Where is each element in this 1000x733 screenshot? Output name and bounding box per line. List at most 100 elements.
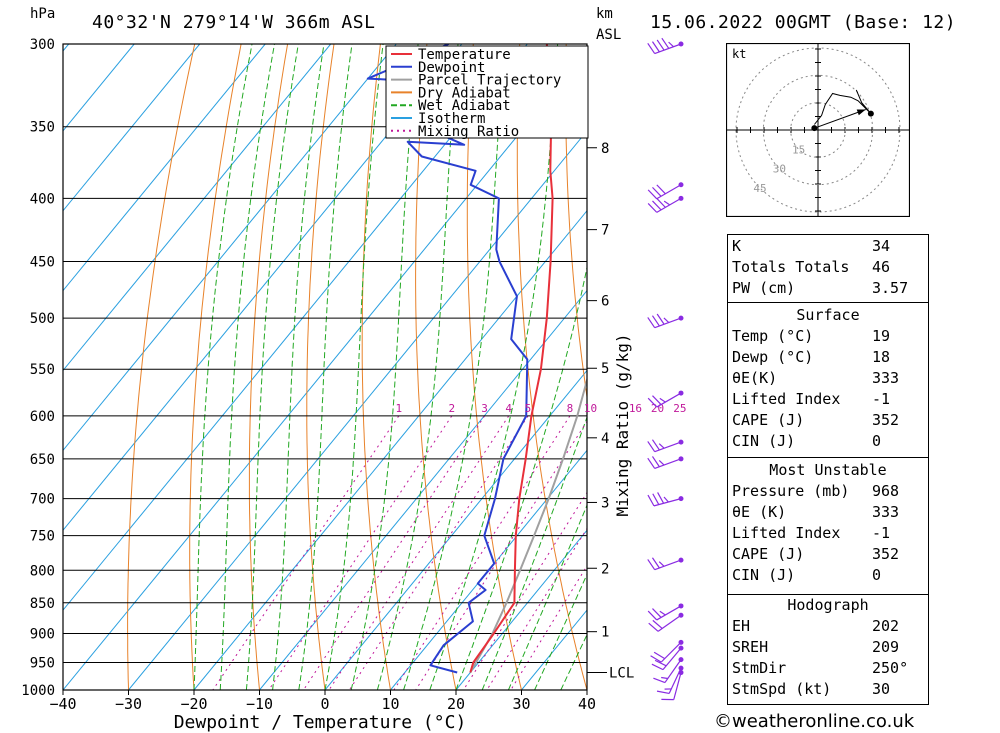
isotherm-line [63, 44, 135, 132]
pressure-tick-label: 850 [30, 596, 55, 612]
wind-barb-feather [656, 313, 665, 325]
height-tick-label: 4 [601, 431, 609, 447]
wind-barb-feather [658, 459, 665, 466]
tt-label: Totals Totals [732, 258, 850, 276]
pressure-tick-label: 400 [30, 191, 55, 207]
hodograph-unit: kt [732, 47, 746, 61]
wind-barb-feather [661, 676, 668, 680]
lcl-label: LCL [609, 666, 634, 682]
wind-barb-feather [657, 492, 665, 504]
copyright-link[interactable]: ©weatheronline.co.uk [714, 711, 915, 732]
mixing-ratio-label: 5 [525, 402, 532, 415]
datetime-title: 15.06.2022 00GMT (Base: 12) [650, 12, 957, 33]
wind-barb-feather [653, 677, 666, 684]
isotherm-line [455, 529, 587, 690]
wind-barb [648, 612, 684, 632]
isotherm-line [63, 44, 201, 212]
surface-cape-label: CAPE (J) [732, 411, 805, 429]
mu-pressure-label: Pressure (mb) [732, 482, 850, 500]
location-title: 40°32'N 279°14'W 366m ASL [92, 12, 376, 33]
height-tick-label: 7 [601, 223, 609, 239]
x-tick-label: 20 [447, 695, 465, 713]
wind-barb [647, 390, 684, 408]
hodograph-point [867, 110, 874, 117]
wind-barb-staff [656, 184, 682, 200]
hodograph-trace [814, 89, 872, 125]
x-tick-label: 40 [578, 695, 596, 713]
wind-barb-feather [647, 203, 658, 213]
x-tick-label: −10 [246, 695, 273, 713]
surface-cape-value: 352 [872, 411, 900, 429]
wind-barb [647, 37, 684, 55]
mu-cin-label: CIN (J) [732, 566, 796, 584]
wind-barb-feather [659, 397, 666, 403]
pw-value: 3.57 [872, 279, 909, 297]
isotherm-line [259, 289, 587, 690]
wind-barb-feather [663, 200, 671, 206]
mixing-ratio-label: 2 [448, 402, 455, 415]
mixing-ratio-line [348, 415, 529, 690]
height-tick-label: 5 [601, 361, 609, 377]
stmspd-label: StmSpd (kt) [732, 680, 832, 698]
pressure-tick-label: 750 [30, 529, 55, 545]
wind-barb-feather [651, 456, 660, 468]
mixing-ratio-line [510, 564, 587, 690]
wind-barb-feather [647, 494, 655, 507]
surface-li-label: Lifted Index [732, 390, 841, 408]
mixing-ratio-axis-title: Mixing Ratio (g/kg) [613, 333, 632, 516]
legend-label: Wet Adiabat [418, 98, 511, 114]
wind-barb-staff [654, 458, 682, 470]
wind-barb [647, 492, 684, 507]
wind-barb [647, 182, 684, 200]
wind-barb-staff [654, 441, 682, 453]
wind-barb-feather [656, 198, 666, 208]
wind-barb-staff [673, 672, 682, 700]
isotherm-line [63, 44, 528, 611]
wind-barb-feather [659, 610, 666, 616]
wind-barb-feather [658, 443, 665, 449]
wet-adiabat-line [272, 44, 325, 690]
wet-adiabat-line [219, 44, 275, 690]
pressure-tick-label: 700 [30, 492, 55, 508]
mixing-ratio-line [303, 415, 486, 690]
mixing-ratio-label: 1 [395, 402, 402, 415]
wind-barb-staff [654, 559, 682, 571]
surface-dewp-value: 18 [872, 348, 891, 366]
wind-barb-feather [656, 39, 665, 51]
mixing-ratio-label: 25 [673, 402, 686, 415]
tt-value: 46 [872, 258, 891, 276]
mixing-ratio-label: 16 [629, 402, 642, 415]
pw-label: PW (cm) [732, 279, 796, 297]
pressure-tick-label: 950 [30, 655, 55, 671]
surface-temp-label: Temp (°C) [732, 327, 814, 345]
isotherm-line [63, 44, 397, 452]
mu-pressure-value: 968 [872, 482, 900, 500]
pressure-tick-label: 600 [30, 409, 55, 425]
mixing-ratio-label: 3 [481, 402, 488, 415]
wind-barb-feather [652, 395, 662, 405]
hodograph-ring-label: 15 [792, 143, 805, 156]
k-label: K [732, 237, 742, 255]
wind-barb-feather [656, 690, 670, 695]
wind-barb-feather [647, 42, 656, 54]
mixing-ratio-line [268, 415, 453, 690]
wind-barb-feather [652, 608, 662, 618]
sreh-label: SREH [732, 638, 769, 656]
mu-li-label: Lifted Index [732, 524, 841, 542]
surface-thetae-value: 333 [872, 369, 900, 387]
pressure-tick-label: 650 [30, 452, 55, 468]
isotherm-line [63, 44, 266, 292]
wind-barb-feather [658, 561, 665, 567]
most-unstable-table: Most Unstable Pressure (mb) 968 θE (K) 333… [728, 460, 928, 586]
pressure-tick-label: 1000 [21, 683, 55, 699]
surface-thetae-label: θE(K) [732, 369, 778, 387]
wind-barb-feather [647, 189, 658, 200]
wind-barb-feather [652, 493, 660, 505]
wind-barb-feather [651, 439, 660, 451]
hodograph-ring-label: 45 [753, 182, 766, 195]
wind-barb [650, 639, 684, 663]
wet-adiabat-line [245, 44, 299, 690]
x-tick-label: 10 [381, 695, 399, 713]
indices-table: K 34 Totals Totals 46 PW (cm) 3.57 [728, 236, 912, 299]
x-tick-label: −30 [115, 695, 142, 713]
